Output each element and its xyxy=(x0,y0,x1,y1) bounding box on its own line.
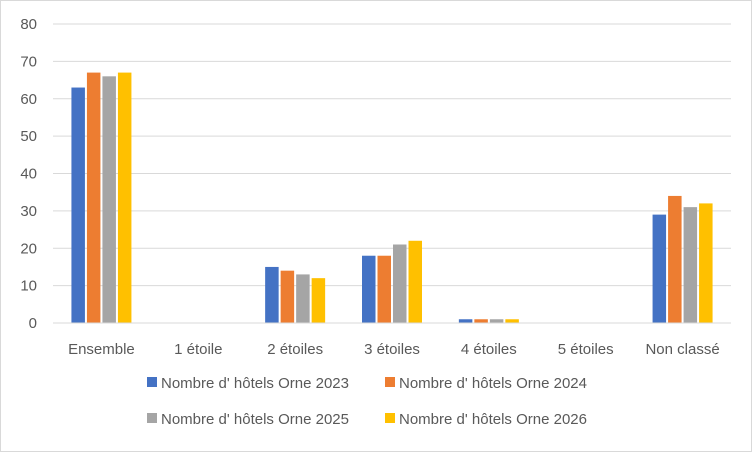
bar-4-1 xyxy=(474,319,488,323)
x-tick-label: 5 étoiles xyxy=(558,341,614,358)
y-tick-label: 60 xyxy=(20,91,37,108)
y-tick-label: 80 xyxy=(20,16,37,33)
y-tick-label: 10 xyxy=(20,278,37,295)
y-axis-tick-labels: 0 10 20 30 40 50 60 70 80 xyxy=(20,16,37,332)
bar-0-3 xyxy=(117,72,132,324)
bar-6-2 xyxy=(683,207,698,323)
bar-4-0 xyxy=(458,319,473,323)
legend: Nombre d' hôtels Orne 2023 Nombre d' hôte… xyxy=(147,375,587,428)
x-tick-label: Ensemble xyxy=(68,341,135,358)
legend-label: Nombre d' hôtels Orne 2025 xyxy=(161,411,349,428)
legend-swatch xyxy=(385,377,395,387)
bar-3-2 xyxy=(393,244,407,323)
y-tick-label: 0 xyxy=(29,315,37,332)
bar-6-3 xyxy=(699,203,713,323)
bar-4-3 xyxy=(505,319,519,323)
bar-6-0 xyxy=(652,214,667,323)
bar-2-2 xyxy=(296,274,310,323)
bar-0-0 xyxy=(71,87,85,323)
x-tick-label: 3 étoiles xyxy=(364,341,420,358)
bar-4-2 xyxy=(489,319,504,323)
x-tick-label: 1 étoile xyxy=(174,341,222,358)
gridlines xyxy=(53,23,731,287)
x-tick-label: Non classé xyxy=(645,341,719,358)
legend-label: Nombre d' hôtels Orne 2024 xyxy=(399,375,587,392)
x-tick-label: 4 étoiles xyxy=(461,341,517,358)
bar-6-1 xyxy=(668,195,682,323)
y-tick-label: 30 xyxy=(20,203,37,220)
x-tick-label: 2 étoiles xyxy=(267,341,323,358)
bar-0-2 xyxy=(102,76,116,323)
x-axis-tick-labels: Ensemble 1 étoile 2 étoiles 3 étoiles 4 étoi… xyxy=(68,341,720,358)
bar-3-3 xyxy=(408,240,422,323)
y-tick-label: 40 xyxy=(20,166,37,183)
bar-3-0 xyxy=(362,255,376,323)
bar-3-1 xyxy=(377,255,391,323)
bars xyxy=(71,72,713,324)
legend-label: Nombre d' hôtels Orne 2026 xyxy=(399,411,587,428)
bar-2-0 xyxy=(265,266,279,323)
legend-label: Nombre d' hôtels Orne 2023 xyxy=(161,375,349,392)
legend-swatch xyxy=(385,413,395,423)
bar-2-3 xyxy=(311,278,326,323)
y-tick-label: 50 xyxy=(20,128,37,145)
bar-0-1 xyxy=(86,72,101,324)
y-tick-label: 20 xyxy=(20,240,37,257)
legend-swatch xyxy=(147,413,157,423)
legend-swatch xyxy=(147,377,157,387)
bar-2-1 xyxy=(280,270,295,323)
y-tick-label: 70 xyxy=(20,53,37,70)
